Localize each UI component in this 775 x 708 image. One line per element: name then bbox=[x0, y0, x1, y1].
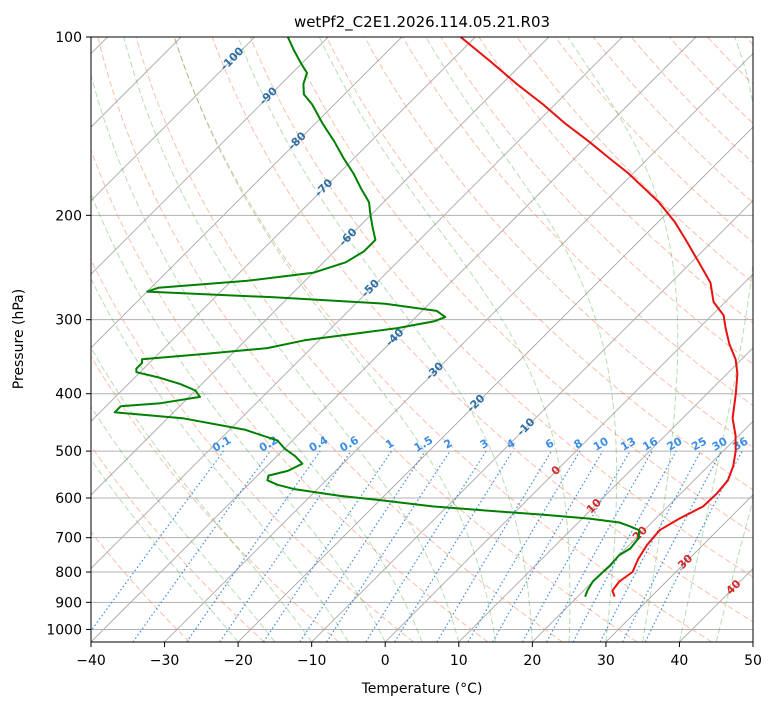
x-tick-label: 20 bbox=[523, 653, 541, 669]
isotherm-line bbox=[458, 347, 753, 642]
mixing-ratio-line bbox=[546, 450, 653, 642]
moist-adiabat-line bbox=[91, 458, 239, 642]
moist-adiabat-line bbox=[678, 37, 753, 642]
dry-adiabat-line bbox=[326, 37, 753, 491]
temperature-line bbox=[459, 37, 739, 597]
isotherm-line bbox=[91, 37, 623, 570]
plot-frame bbox=[90, 36, 754, 643]
mixing-ratio-line bbox=[219, 450, 352, 642]
mixing-ratio-line bbox=[299, 450, 426, 642]
x-tick-label: −10 bbox=[297, 653, 327, 669]
mixing-ratio-lines bbox=[91, 450, 743, 642]
x-tick-label: −20 bbox=[223, 653, 253, 669]
dry-adiabat-line bbox=[249, 37, 753, 578]
y-tick-label: 500 bbox=[55, 444, 82, 460]
dry-adiabat-line bbox=[211, 37, 753, 623]
isotherm-line bbox=[164, 52, 753, 642]
moist-adiabat-line bbox=[237, 37, 533, 642]
y-tick-label: 100 bbox=[55, 30, 82, 46]
y-tick-label: 600 bbox=[55, 491, 82, 507]
isotherm-line bbox=[91, 37, 550, 496]
isotherm-grid bbox=[91, 37, 753, 642]
dry-adiabat-line bbox=[91, 148, 489, 642]
mixing-ratio-line bbox=[262, 450, 392, 642]
moist-adiabat-line bbox=[174, 37, 497, 642]
isotherm-line bbox=[605, 494, 753, 642]
chart-title: wetPf2_C2E1.2026.114.05.21.R03 bbox=[294, 13, 550, 32]
dry-adiabat-line bbox=[516, 37, 753, 284]
dry-adiabat-line bbox=[440, 37, 753, 365]
dry-adiabat-line bbox=[91, 531, 191, 642]
x-tick-label: −30 bbox=[150, 653, 180, 669]
x-axis-label: Temperature (°C) bbox=[361, 681, 483, 697]
x-tick-label: −40 bbox=[76, 653, 106, 669]
y-tick-label: 200 bbox=[55, 208, 82, 224]
x-tick-label: 10 bbox=[450, 653, 468, 669]
isotherm-line bbox=[384, 273, 753, 642]
moist-adiabat-line bbox=[318, 37, 571, 642]
mixing-ratio-line bbox=[186, 450, 321, 642]
x-tick-label: 30 bbox=[597, 653, 615, 669]
moist-adiabat-line bbox=[567, 37, 679, 642]
moist-adiabat-line bbox=[91, 346, 313, 642]
x-tick-label: 50 bbox=[744, 653, 762, 669]
x-tick-label: 0 bbox=[381, 653, 390, 669]
moist-adiabat-line bbox=[91, 73, 423, 642]
isotherm-line bbox=[531, 420, 753, 642]
mixing-ratio-line bbox=[521, 450, 631, 642]
dry-adiabat-line bbox=[173, 37, 713, 642]
y-axis-label: Pressure (hPa) bbox=[11, 289, 27, 389]
dewpoint-line bbox=[113, 37, 640, 597]
isotherm-line bbox=[91, 37, 476, 423]
mixing-ratio-line bbox=[326, 450, 451, 642]
y-tick-label: 800 bbox=[55, 565, 82, 581]
y-tick-label: 900 bbox=[55, 595, 82, 611]
moist-adiabat-line bbox=[91, 277, 349, 642]
moist-adiabats bbox=[91, 37, 753, 642]
isotherm-line bbox=[91, 37, 256, 202]
dry-adiabat-line bbox=[97, 37, 563, 642]
dry-adiabat-line bbox=[402, 37, 753, 407]
x-axis-ticks: −40 −30 −20 −10 0 10 20 30 40 50 bbox=[76, 642, 762, 669]
moist-adiabat-line bbox=[425, 37, 618, 642]
isotherm-line bbox=[91, 37, 329, 275]
y-tick-label: 300 bbox=[55, 313, 82, 329]
mixing-ratio-line bbox=[572, 450, 677, 642]
dry-adiabat-line bbox=[91, 355, 340, 642]
mixing-ratio-line bbox=[132, 450, 271, 642]
moist-adiabat-line bbox=[91, 192, 386, 642]
dry-adiabat-line bbox=[91, 258, 414, 642]
isobar-grid bbox=[91, 37, 753, 630]
x-tick-label: 40 bbox=[671, 653, 689, 669]
mixing-ratio-line bbox=[91, 450, 224, 632]
sounding-series bbox=[113, 37, 739, 597]
y-tick-label: 700 bbox=[55, 531, 82, 547]
moist-adiabat-line bbox=[91, 405, 276, 642]
dry-adiabat-line bbox=[91, 445, 265, 642]
isotherm-line bbox=[237, 126, 753, 642]
y-tick-label: 400 bbox=[55, 387, 82, 403]
moist-adiabat-line bbox=[123, 37, 460, 642]
isotherm-line bbox=[91, 37, 403, 349]
mixing-ratio-line bbox=[394, 450, 514, 642]
y-tick-label: 1000 bbox=[46, 622, 82, 638]
mixing-ratio-line bbox=[644, 450, 743, 642]
isotherm-line bbox=[91, 37, 697, 642]
y-axis-ticks: 100 200 300 400 500 600 700 800 900 1000 bbox=[46, 30, 91, 638]
dry-adiabat-line bbox=[287, 37, 753, 534]
